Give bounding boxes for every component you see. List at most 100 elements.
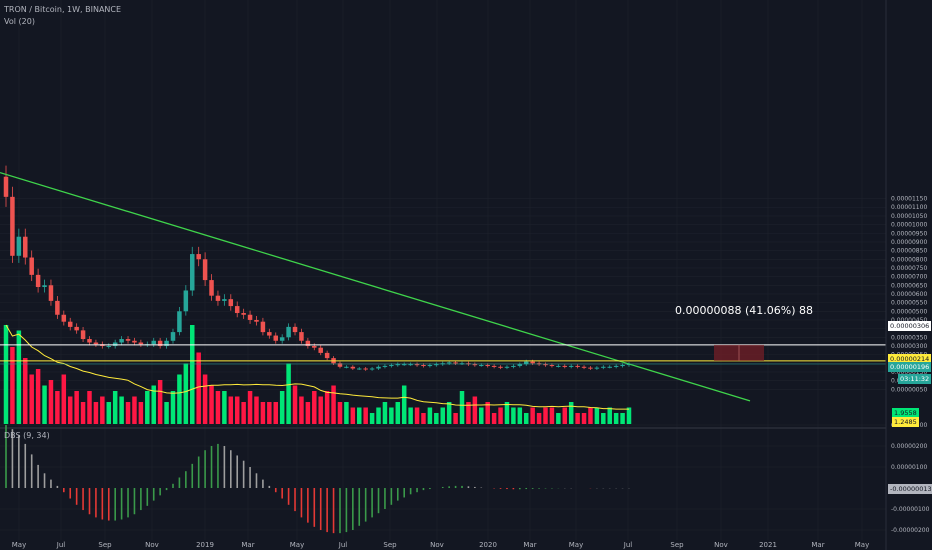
candle-body: [601, 366, 606, 368]
volume-tag-2: 1.2485: [892, 417, 919, 427]
indicator-y-tick-label: 0.00000200: [891, 443, 927, 450]
y-tick-label: 0.00000950: [891, 230, 927, 237]
candle-body: [170, 332, 176, 341]
indicator-last-tag: -0.00000013: [888, 484, 932, 494]
x-tick-label: Jul: [623, 541, 633, 549]
candle-body: [408, 364, 413, 366]
x-tick-label: Nov: [714, 541, 728, 549]
y-tick-label: 0.00000450: [891, 317, 927, 324]
volume-bar: [254, 396, 259, 424]
volume-bar: [164, 402, 169, 424]
candle-body: [389, 365, 394, 367]
candle-body: [132, 340, 137, 343]
candle-body: [260, 321, 266, 333]
candle-body: [376, 366, 381, 369]
candle-body: [67, 321, 73, 327]
indicator-histogram: [5, 425, 630, 534]
candle-body: [35, 274, 41, 288]
candle-body: [421, 365, 426, 367]
volume-bar: [267, 402, 272, 424]
candle-body: [112, 342, 118, 346]
trendline[interactable]: [0, 171, 751, 402]
candle-body: [607, 366, 612, 368]
candle-body: [382, 365, 388, 367]
volume-bar: [260, 402, 266, 424]
volume-bar: [190, 325, 195, 424]
volume-bar: [125, 402, 131, 424]
volume-bar: [279, 391, 285, 424]
candle-body: [491, 365, 497, 367]
volume-bar: [312, 391, 317, 424]
candle-body: [3, 176, 9, 197]
indicator-y-tick-label: -0.00000100: [891, 506, 930, 513]
volume-bar: [543, 407, 548, 424]
x-tick-label: May: [290, 541, 304, 549]
x-tick-label: May: [855, 541, 869, 549]
volume-bar: [93, 402, 99, 424]
x-tick-label: Sep: [98, 541, 112, 549]
volume-bar: [414, 407, 420, 424]
volume-bar: [286, 363, 291, 424]
candle-body: [318, 347, 323, 353]
candle-body: [479, 365, 484, 367]
candle-body: [80, 330, 86, 340]
volume-bar: [601, 413, 606, 424]
y-tick-label: 0.00000600: [891, 291, 927, 298]
candle-body: [530, 361, 535, 364]
candle-body: [254, 319, 259, 322]
candle-body: [241, 313, 246, 315]
volume-bar: [568, 402, 574, 424]
volume-bar: [485, 402, 490, 424]
candle-body: [42, 285, 47, 288]
volume-bar: [112, 391, 118, 424]
candle-body: [138, 342, 144, 345]
volume-bar: [401, 385, 407, 424]
volume-bar: [389, 407, 394, 424]
volume-bar: [273, 402, 279, 424]
candle-body: [363, 368, 368, 370]
x-tick-label: Jul: [338, 541, 348, 549]
volume-bar: [408, 407, 413, 424]
y-tick-label: 0.00001100: [891, 204, 927, 211]
volume-bar: [292, 385, 298, 424]
x-tick-label: Nov: [430, 541, 444, 549]
volume-bar: [498, 407, 503, 424]
volume-bar: [382, 402, 388, 424]
candle-body: [106, 345, 112, 347]
candle-body: [395, 364, 401, 366]
candle-body: [209, 280, 214, 296]
y-tick-label: 0.00001000: [891, 222, 927, 229]
candle-body: [594, 367, 600, 369]
volume-bar: [466, 402, 471, 424]
candle-body: [177, 311, 182, 333]
volume-bar: [106, 402, 112, 424]
volume-bar: [299, 396, 304, 424]
candle-body: [446, 362, 452, 364]
candle-body: [286, 326, 291, 338]
x-tick-label: Sep: [383, 541, 397, 549]
volume-bar: [536, 413, 542, 424]
volume-bar: [55, 391, 60, 424]
countdown-tag: 03:11:32: [898, 374, 932, 384]
volume-bar: [183, 363, 189, 424]
candle-body: [543, 364, 548, 366]
candle-body: [292, 326, 298, 333]
candle-body: [434, 364, 439, 366]
volume-bar: [196, 352, 201, 424]
volume-bar: [16, 330, 22, 424]
price-tag-upper: 0.00000306: [888, 321, 932, 331]
volume-bar: [613, 413, 619, 424]
candle-body: [498, 366, 503, 368]
volume-bar: [222, 391, 227, 424]
y-tick-label: 0.00001150: [891, 196, 927, 203]
candle-body: [279, 337, 285, 341]
volume-bar: [337, 402, 343, 424]
volume-bar: [459, 391, 465, 424]
volume-bar: [177, 374, 182, 424]
volume-bar: [324, 391, 330, 424]
volume-bar: [562, 407, 568, 424]
candle-body: [324, 352, 330, 359]
candle-body: [119, 339, 124, 343]
volume-bar: [363, 407, 368, 424]
